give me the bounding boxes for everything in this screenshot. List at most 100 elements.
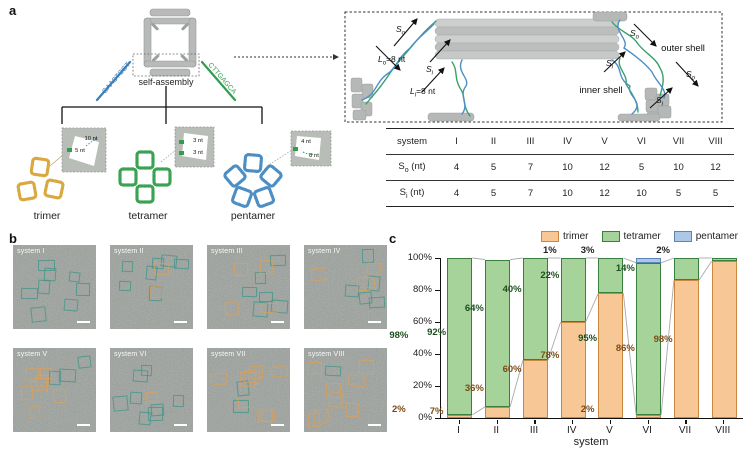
micrograph-label: system IV bbox=[308, 248, 341, 255]
micrograph-tile: system III bbox=[207, 245, 290, 329]
so-label-1: So bbox=[396, 24, 406, 37]
strand-left-sequence: GAACTCGT bbox=[101, 61, 132, 95]
trimer-inset: 10 nt 5 nt bbox=[49, 127, 107, 173]
particle-box-green bbox=[138, 411, 152, 426]
tetramer-inset-nt-1: 3 nt bbox=[193, 138, 203, 144]
origami-frame-icon bbox=[143, 8, 197, 77]
bar-segment-tetramer bbox=[673, 258, 699, 281]
bar-system-IV bbox=[560, 258, 586, 418]
inner-shell-label: inner shell bbox=[579, 85, 622, 96]
bar-system-VII bbox=[673, 258, 699, 418]
bar-label-inside: 22% bbox=[540, 269, 560, 281]
table-si-cell: 7 bbox=[527, 188, 534, 199]
table-row-so-label: So (nt) bbox=[386, 154, 438, 181]
legend-item-trimer: trimer bbox=[540, 231, 589, 242]
particle-box-orange bbox=[223, 301, 240, 317]
y-tick-label: 80% bbox=[412, 284, 432, 295]
bar-segment-tetramer bbox=[522, 258, 548, 361]
table-system-cell: II bbox=[475, 128, 512, 155]
x-tick-label: III bbox=[529, 425, 539, 436]
table-so-cell: 10 bbox=[549, 154, 586, 181]
particle-box-green bbox=[129, 391, 143, 405]
micrograph-label: system VIII bbox=[308, 351, 345, 358]
x-tick-label: IV bbox=[567, 425, 577, 436]
bar-label-inside: 60% bbox=[502, 364, 522, 375]
bar-system-V bbox=[598, 258, 624, 418]
particle-box-orange bbox=[20, 385, 34, 401]
bar-label-inside: 98% bbox=[653, 333, 673, 345]
y-tick-mark bbox=[435, 322, 440, 324]
bar-label-inside: 7% bbox=[429, 406, 444, 418]
tetramer-structure bbox=[118, 150, 172, 204]
shell-detail-inset: So Lo=8 nt Si Li=8 nt So outer shell Si … bbox=[344, 11, 723, 123]
particle-box-green bbox=[37, 279, 51, 294]
tetramer-inset-nt-2: 3 nt bbox=[193, 150, 203, 156]
strand-right: CTTGAGCA bbox=[200, 60, 238, 102]
table-si-cell: 4 bbox=[453, 188, 460, 199]
micrograph-tile: system VI bbox=[110, 348, 193, 432]
bar-label-inside: 95% bbox=[578, 332, 598, 344]
table-system-cell: I bbox=[438, 128, 475, 155]
y-tick-label: 60% bbox=[412, 316, 432, 327]
legend-item-tetramer: tetramer bbox=[601, 231, 661, 242]
particle-box-green bbox=[30, 306, 47, 323]
bar-segment-trimer bbox=[485, 406, 511, 418]
trimer-structure bbox=[16, 156, 65, 202]
particle-box-green bbox=[173, 259, 190, 270]
bar-label-inside: 2% bbox=[392, 403, 406, 415]
bar-label-inside: 36% bbox=[464, 383, 484, 395]
bar-label-above: 2% bbox=[656, 245, 670, 256]
particle-box-orange bbox=[149, 285, 163, 298]
bar-segment-tetramer bbox=[560, 258, 586, 322]
bar-label-inside: 86% bbox=[615, 343, 635, 355]
legend-swatch-tetramer bbox=[601, 231, 620, 242]
table-system-cell: VIII bbox=[697, 128, 734, 155]
x-tick-mark bbox=[647, 419, 649, 424]
particle-box-orange bbox=[237, 396, 251, 409]
bar-segment-trimer bbox=[598, 293, 624, 418]
particle-box-green bbox=[43, 267, 57, 282]
x-tick-mark bbox=[496, 419, 498, 424]
particle-box-orange bbox=[259, 259, 274, 275]
table-so-cell: 5 bbox=[475, 154, 512, 181]
micrograph-tile: system V bbox=[13, 348, 96, 432]
micrograph-tile: system II bbox=[110, 245, 193, 329]
x-tick-mark bbox=[723, 419, 725, 424]
bar-system-III bbox=[522, 258, 548, 418]
bar-label-inside: 14% bbox=[615, 263, 635, 275]
bar-segment-trimer bbox=[522, 360, 548, 418]
so-label-3: So bbox=[686, 69, 696, 82]
micrograph-label: system VII bbox=[211, 351, 246, 358]
outer-shell-label: outer shell bbox=[661, 43, 705, 54]
y-tick-label: 0% bbox=[418, 412, 432, 423]
particle-box-green bbox=[258, 291, 273, 302]
legend-swatch-trimer bbox=[540, 231, 559, 242]
chart-legend: trimer tetramer pentamer bbox=[540, 231, 738, 242]
bar-system-II bbox=[485, 258, 511, 418]
particle-box-orange bbox=[307, 361, 323, 374]
scale-bar bbox=[77, 320, 90, 323]
x-tick-label: V bbox=[606, 425, 613, 436]
system-table: system I II III IV V VI VII VIII So (nt) 4 5 7 10 12 5… bbox=[386, 128, 734, 207]
particle-box-orange bbox=[210, 372, 228, 386]
particle-box-orange bbox=[146, 392, 159, 403]
bar-label-inside: 98% bbox=[389, 330, 409, 342]
table-system-cell: VII bbox=[660, 128, 697, 155]
scale-bar bbox=[174, 320, 187, 323]
particle-box-green bbox=[76, 282, 91, 296]
bar-label-inside: 92% bbox=[427, 327, 447, 339]
particle-box-orange bbox=[345, 402, 359, 417]
x-tick-mark bbox=[685, 419, 687, 424]
li-label: Li=8 nt bbox=[410, 86, 436, 99]
bar-segment-trimer bbox=[560, 322, 586, 418]
bar-segment-trimer bbox=[447, 414, 473, 418]
self-assembly-box bbox=[132, 53, 200, 77]
scale-bar bbox=[368, 423, 381, 426]
bar-label-inside: 78% bbox=[540, 349, 560, 361]
bar-label-above: 1% bbox=[543, 245, 557, 256]
particle-box-orange bbox=[153, 262, 170, 276]
si-label-2: Si bbox=[606, 58, 614, 71]
y-tick-mark bbox=[435, 354, 440, 356]
x-axis-title: system bbox=[573, 436, 609, 448]
particle-box-orange bbox=[260, 410, 275, 423]
